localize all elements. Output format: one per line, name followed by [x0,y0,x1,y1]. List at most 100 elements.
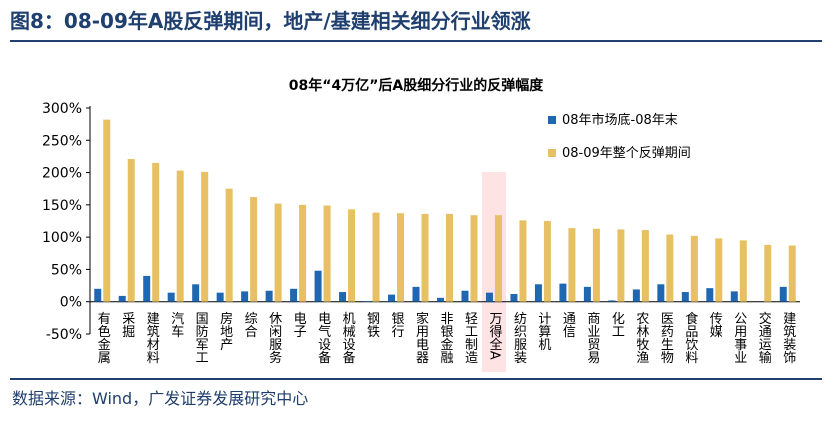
bar-full-rebound [176,170,184,302]
chart-title: 08年“4万亿”后A股细分行业的反弹幅度 [289,77,544,94]
bar-full-rebound [568,228,576,302]
bar-market-bottom-to-2008-end [241,291,249,302]
x-tick-label: 休闲服务 [266,312,282,364]
bar-market-bottom-to-2008-end [730,291,738,302]
bar-full-rebound [103,119,111,302]
bar-market-bottom-to-2008-end [363,301,371,302]
x-tick-label: 通信 [560,312,576,338]
bar-market-bottom-to-2008-end [388,294,396,302]
x-tick-label: 机械设备 [340,312,356,365]
bar-full-rebound [641,230,649,302]
x-tick-label: 万得全A [486,312,502,360]
bar-market-bottom-to-2008-end [412,286,420,302]
y-tick-label: 50% [51,262,82,278]
bar-market-bottom-to-2008-end [657,284,665,302]
y-tick-label: 0% [60,295,82,311]
legend: 08年市场底-08年末 08-09年整个反弹期间 [548,112,691,161]
legend-swatch [548,116,556,124]
bar-market-bottom-to-2008-end [192,284,200,302]
bar-market-bottom-to-2008-end [437,297,444,302]
bar-market-bottom-to-2008-end [559,283,567,302]
figure-source: 数据来源：Wind，广发证券发展研究中心 [12,389,309,408]
bar-market-bottom-to-2008-end [706,288,714,302]
bar-market-bottom-to-2008-end [461,290,469,302]
bar-full-rebound [494,215,502,302]
bar-full-rebound [152,162,160,302]
bar-full-rebound [690,235,698,302]
x-tick-label: 农林牧渔 [633,312,649,364]
bar-full-rebound [250,197,258,302]
x-tick-label: 国防军工 [193,312,209,364]
bar-market-bottom-to-2008-end [265,290,273,302]
bar-market-bottom-to-2008-end [167,292,175,302]
x-tick-label: 采掘 [119,312,135,338]
bar-market-bottom-to-2008-end [779,286,787,302]
bar-market-bottom-to-2008-end [216,292,224,302]
bar-full-rebound [470,215,478,302]
bar-full-rebound [666,234,674,302]
bar-market-bottom-to-2008-end [608,300,616,302]
bar-full-rebound [201,171,209,302]
y-tick-label: 150% [42,198,82,214]
bar-full-rebound [127,159,135,302]
x-tick-label: 电气设备 [315,312,331,365]
x-tick-label: 食品饮料 [682,311,698,364]
y-tick-label: 100% [42,230,82,246]
x-tick-label: 银行 [389,312,405,339]
bar-market-bottom-to-2008-end [94,288,102,302]
bar-full-rebound [372,212,380,302]
bar-market-bottom-to-2008-end [314,270,322,302]
source-divider [10,378,822,380]
bar-full-rebound [274,203,282,302]
bar-full-rebound [519,220,527,302]
x-tick-label: 计算机 [535,312,551,352]
bar-market-bottom-to-2008-end [510,293,518,302]
bar-chart: 08年“4万亿”后A股细分行业的反弹幅度 -50% 0% 50% 100% 150% 20… [42,77,800,372]
y-tick-label: 300% [42,101,82,117]
x-tick-label: 医药生物 [658,312,674,365]
x-tick-label: 建筑材料 [144,312,160,364]
bar-full-rebound [348,209,356,302]
legend-swatch [548,149,556,157]
x-tick-label: 商业贸易 [584,312,600,365]
x-tick-label: 钢铁 [364,312,380,338]
bar-full-rebound [446,213,453,302]
bar-full-rebound [617,229,625,302]
x-tick-label: 纺织服装 [511,312,527,364]
x-tick-label: 传媒 [707,312,723,338]
bar-full-rebound [715,238,723,302]
x-axis-labels: 有色金属 采掘 建筑材料 汽车 国防军工 房地产 综合 休闲服务 电子 电气设备 机械设备 钢铁 银行家… [95,311,796,365]
x-tick-label: 交通运输 [756,311,772,364]
bar-full-rebound [421,213,429,302]
x-tick-label: 建筑装饰 [780,312,796,364]
bar-market-bottom-to-2008-end [534,284,542,302]
x-tick-label: 化工 [609,312,625,338]
bar-market-bottom-to-2008-end [143,275,151,302]
x-tick-label: 有色金属 [95,312,111,365]
x-tick-label: 房地产 [217,311,233,352]
bar-full-rebound [764,244,772,302]
bar-full-rebound [323,205,331,302]
y-tick-label: -50% [46,327,82,343]
x-tick-label: 家用电器 [413,311,429,365]
y-tick-label: 250% [42,133,82,149]
bar-full-rebound [225,188,233,302]
bar-full-rebound [397,213,405,302]
bars [94,119,796,302]
y-tick-label: 200% [42,166,82,182]
x-tick-label: 电子 [291,312,307,338]
x-tick-label: 综合 [242,312,258,338]
x-tick-label: 非银金融 [438,312,454,364]
x-tick-label: 轻工制造 [462,312,478,365]
legend-label: 08年市场底-08年末 [562,112,678,128]
bar-full-rebound [739,240,747,302]
bar-market-bottom-to-2008-end [485,292,493,302]
axes: -50% 0% 50% 100% 150% 200% 250% 300% [42,101,800,343]
x-tick-label: 公用事业 [731,312,747,364]
bar-full-rebound [592,228,600,302]
figure-title: 图8：08-09年A股反弹期间，地产/基建相关细分行业领涨 [10,9,531,33]
bar-market-bottom-to-2008-end [632,289,640,302]
bar-full-rebound [788,245,796,302]
bar-market-bottom-to-2008-end [118,295,126,302]
bar-market-bottom-to-2008-end [290,288,298,302]
